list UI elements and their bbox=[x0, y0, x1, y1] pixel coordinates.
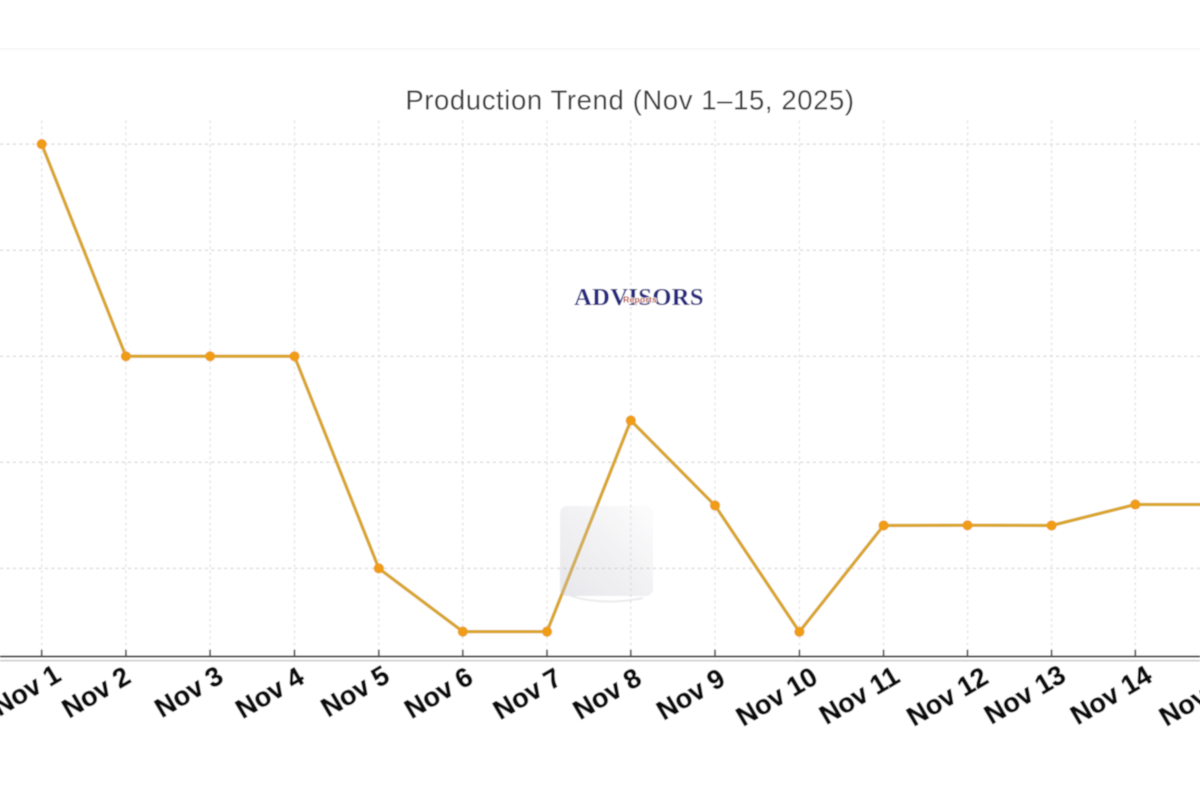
svg-text:Reports: Reports bbox=[623, 294, 657, 304]
svg-text:Production Trend (Nov 1–15, 20: Production Trend (Nov 1–15, 2025) bbox=[405, 85, 854, 116]
svg-text:ADVISORS: ADVISORS bbox=[574, 284, 704, 311]
